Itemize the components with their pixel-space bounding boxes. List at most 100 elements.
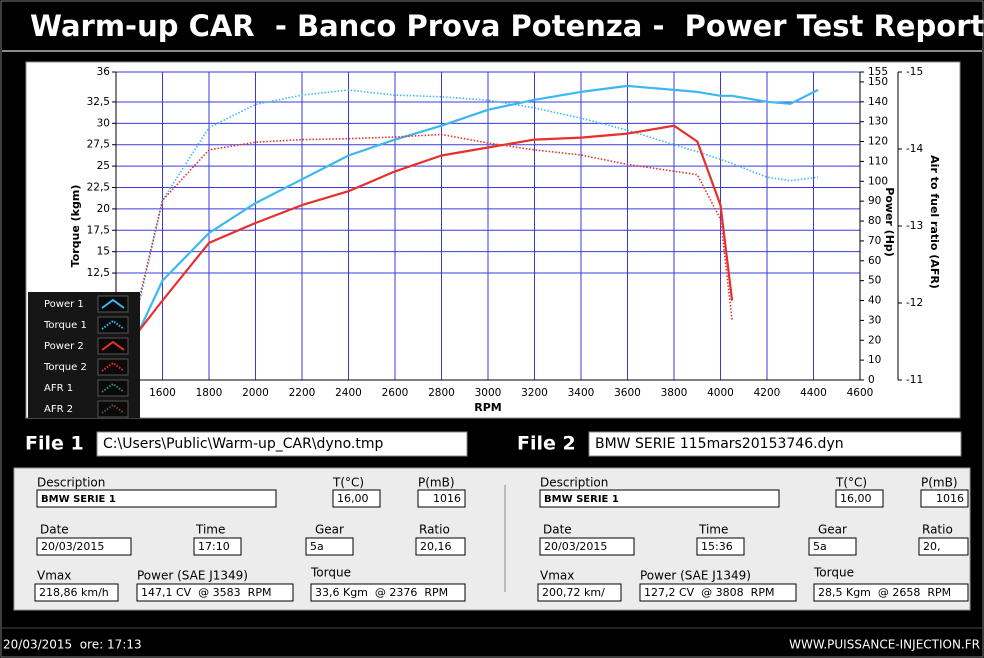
- legend-icon: [101, 298, 125, 309]
- y-tick-label: 15: [97, 246, 110, 258]
- field-box: [920, 489, 969, 508]
- field-box: [36, 489, 277, 508]
- legend-swatch: [97, 295, 129, 313]
- field-label: Date: [40, 523, 69, 537]
- y2-tick-label: 10: [868, 354, 881, 366]
- y2-tick-label: 70: [868, 235, 881, 247]
- y3-tick-label: -14: [906, 143, 923, 155]
- field-label: T(°C): [332, 476, 364, 490]
- legend-label: Power 2: [44, 341, 84, 352]
- x-tick-label: 3600: [614, 387, 641, 399]
- legend-label: Torque 2: [43, 362, 87, 373]
- x-tick-label: 1800: [196, 387, 223, 399]
- series-line: [138, 124, 734, 331]
- field-box: [417, 489, 466, 508]
- field-value: 16,00: [337, 492, 369, 505]
- field-value: 5a: [310, 540, 324, 553]
- x-tick-label: 2600: [382, 387, 409, 399]
- x-tick-label: 3000: [475, 387, 502, 399]
- field-value: 1016: [936, 492, 964, 505]
- y2-tick-label: 130: [868, 116, 888, 128]
- legend-label: AFR 1: [44, 383, 73, 394]
- field-label: Torque: [813, 566, 854, 580]
- y2-tick-label: 100: [868, 175, 888, 187]
- field-value: 20,: [923, 540, 941, 553]
- x-tick-label: 3800: [661, 387, 688, 399]
- field-value: 127,2 CV @ 3808 RPM: [644, 586, 774, 599]
- y2-axis-label: Power (Hp): [883, 187, 896, 257]
- field-box: [813, 583, 969, 602]
- x-tick-label: 4400: [800, 387, 827, 399]
- y2-tick-label: 140: [868, 96, 888, 108]
- field-value: 28,5 Kgm @ 2658 RPM: [818, 586, 951, 599]
- y-axis-label: Torque (kgm): [69, 185, 82, 268]
- field-value: 20/03/2015: [544, 540, 607, 553]
- field-value: 200,72 km/: [542, 586, 605, 599]
- field-value: 218,86 km/h: [39, 586, 109, 599]
- field-label: Torque: [310, 566, 351, 580]
- legend-swatch: [97, 358, 129, 376]
- x-tick-label: 3400: [568, 387, 595, 399]
- field-label: P(mB): [418, 476, 455, 490]
- y2-tick-label: 50: [868, 275, 881, 287]
- legend-icon: [101, 340, 125, 351]
- field-value: 15:36: [701, 540, 733, 553]
- y2-tick-label: 30: [868, 314, 881, 326]
- file-path: BMW SERIE 115mars20153746.dyn: [595, 436, 844, 452]
- field-box: [415, 537, 466, 556]
- field-label: Gear: [818, 523, 847, 537]
- field-box: [36, 537, 132, 556]
- legend-label: Torque 1: [43, 320, 87, 331]
- y3-tick-label: -13: [906, 220, 923, 232]
- x-tick-label: 2800: [428, 387, 455, 399]
- field-value: 20/03/2015: [41, 540, 104, 553]
- x-axis-label: RPM: [474, 401, 501, 414]
- y-tick-label: 22,5: [87, 182, 110, 194]
- y2-tick-label: 20: [868, 334, 881, 346]
- field-label: Ratio: [419, 523, 450, 537]
- y3-tick-label: -15: [906, 66, 923, 78]
- field-label: Date: [543, 523, 572, 537]
- x-tick-label: 2000: [242, 387, 269, 399]
- field-label: Power (SAE J1349): [640, 569, 751, 583]
- file-path-box: [588, 431, 962, 457]
- x-tick-label: 4200: [754, 387, 781, 399]
- field-value: BMW SERIE 1: [41, 494, 116, 505]
- y-tick-label: 27,5: [87, 139, 110, 151]
- file-label: File 1: [25, 433, 84, 455]
- field-value: 33,6 Kgm @ 2376 RPM: [315, 586, 448, 599]
- file-path: C:\Users\Public\Warm-up_CAR\dyno.tmp: [103, 436, 384, 452]
- field-label: Ratio: [922, 523, 953, 537]
- field-label: P(mB): [921, 476, 958, 490]
- field-label: Description: [37, 476, 105, 490]
- field-box: [639, 583, 797, 602]
- y-tick-label: 36: [97, 66, 111, 78]
- y2-tick-label: 110: [868, 155, 888, 167]
- x-tick-label: 2200: [289, 387, 316, 399]
- field-label: Gear: [315, 523, 344, 537]
- field-box: [537, 583, 622, 602]
- file-path-box: [96, 431, 468, 457]
- x-tick-label: 1600: [149, 387, 176, 399]
- field-label: Description: [540, 476, 608, 490]
- y2-tick-label: 0: [868, 374, 875, 386]
- x-tick-label: 4000: [707, 387, 734, 399]
- y-tick-label: 20: [97, 203, 110, 215]
- field-box: [310, 583, 466, 602]
- y-tick-label: 30: [97, 117, 110, 129]
- y3-tick-label: -11: [906, 374, 923, 386]
- field-label: Power (SAE J1349): [137, 569, 248, 583]
- field-label: T(°C): [835, 476, 867, 490]
- series-line: [138, 89, 819, 304]
- y-tick-label: 17,5: [87, 224, 110, 236]
- legend-swatch: [97, 400, 129, 418]
- field-value: 20,16: [420, 540, 452, 553]
- field-value: 17:10: [198, 540, 230, 553]
- field-value: 147,1 CV @ 3583 RPM: [141, 586, 271, 599]
- legend-swatch: [97, 337, 129, 355]
- field-box: [539, 489, 780, 508]
- y2-tick-label: 155: [868, 66, 888, 78]
- y-tick-label: 25: [97, 160, 110, 172]
